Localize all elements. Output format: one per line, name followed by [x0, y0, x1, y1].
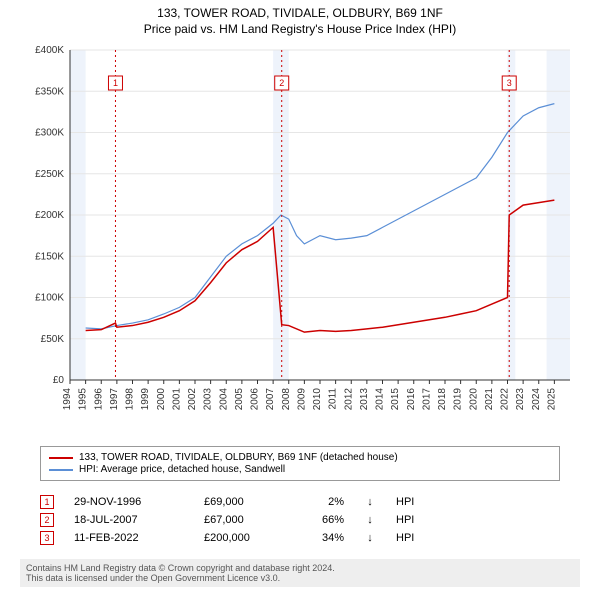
footer-attribution: Contains HM Land Registry data © Crown c… [20, 559, 580, 587]
svg-text:2013: 2013 [359, 388, 370, 411]
transactions-table: 1 29-NOV-1996 £69,000 2% ↓ HPI 2 18-JUL-2007 £67… [40, 491, 560, 549]
svg-text:2011: 2011 [328, 388, 339, 410]
legend: 133, TOWER ROAD, TIVIDALE, OLDBURY, B69 … [40, 446, 560, 481]
down-arrow-icon: ↓ [364, 496, 376, 508]
down-arrow-icon: ↓ [364, 532, 376, 544]
svg-text:£100K: £100K [35, 293, 64, 304]
svg-text:1995: 1995 [78, 388, 89, 411]
chart-title: 133, TOWER ROAD, TIVIDALE, OLDBURY, B69 … [157, 6, 443, 20]
transaction-price: £67,000 [204, 514, 284, 526]
svg-text:2012: 2012 [343, 388, 354, 411]
svg-text:£0: £0 [53, 375, 65, 386]
svg-text:3: 3 [507, 78, 512, 88]
chart-subtitle: Price paid vs. HM Land Registry's House … [144, 22, 456, 36]
svg-text:2015: 2015 [390, 388, 401, 411]
svg-text:2020: 2020 [468, 388, 479, 411]
transaction-date: 11-FEB-2022 [74, 532, 184, 544]
legend-item: 133, TOWER ROAD, TIVIDALE, OLDBURY, B69 … [49, 452, 551, 463]
transaction-row: 2 18-JUL-2007 £67,000 66% ↓ HPI [40, 513, 560, 527]
transaction-row: 1 29-NOV-1996 £69,000 2% ↓ HPI [40, 495, 560, 509]
svg-text:2022: 2022 [500, 388, 511, 411]
svg-text:2002: 2002 [187, 388, 198, 411]
svg-text:£200K: £200K [35, 210, 64, 221]
svg-text:£400K: £400K [35, 45, 64, 56]
svg-text:1: 1 [113, 78, 118, 88]
svg-text:2018: 2018 [437, 388, 448, 411]
svg-text:2014: 2014 [375, 388, 386, 411]
legend-item: HPI: Average price, detached house, Sand… [49, 464, 551, 475]
transaction-pct: 2% [304, 496, 344, 508]
transaction-date: 29-NOV-1996 [74, 496, 184, 508]
chart-area: £0 £50K £100K £150K £200K £250K £300K £350K £400… [20, 40, 580, 440]
svg-text:2005: 2005 [234, 388, 245, 411]
chart-svg: £0 £50K £100K £150K £200K £250K £300K £350K £400… [20, 40, 580, 440]
transaction-price: £200,000 [204, 532, 284, 544]
transaction-date: 18-JUL-2007 [74, 514, 184, 526]
legend-label: 133, TOWER ROAD, TIVIDALE, OLDBURY, B69 … [79, 452, 398, 463]
svg-text:1999: 1999 [140, 388, 151, 411]
transaction-hpi-label: HPI [396, 532, 436, 544]
svg-text:2007: 2007 [265, 388, 276, 411]
svg-text:£300K: £300K [35, 128, 64, 139]
svg-text:2023: 2023 [515, 388, 526, 411]
svg-text:2000: 2000 [156, 388, 167, 411]
transaction-hpi-label: HPI [396, 496, 436, 508]
legend-swatch [49, 457, 73, 459]
svg-text:2016: 2016 [406, 388, 417, 411]
svg-text:1997: 1997 [109, 388, 120, 411]
legend-label: HPI: Average price, detached house, Sand… [79, 464, 285, 475]
svg-text:2004: 2004 [218, 388, 229, 411]
down-arrow-icon: ↓ [364, 514, 376, 526]
transaction-pct: 66% [304, 514, 344, 526]
svg-text:£350K: £350K [35, 86, 64, 97]
svg-text:2025: 2025 [546, 388, 557, 411]
transaction-pct: 34% [304, 532, 344, 544]
svg-text:2006: 2006 [250, 388, 261, 411]
transaction-row: 3 11-FEB-2022 £200,000 34% ↓ HPI [40, 531, 560, 545]
transaction-hpi-label: HPI [396, 514, 436, 526]
transaction-price: £69,000 [204, 496, 284, 508]
svg-text:2021: 2021 [484, 388, 495, 411]
legend-swatch [49, 469, 73, 471]
svg-text:£50K: £50K [41, 334, 65, 345]
transaction-marker: 1 [40, 495, 54, 509]
transaction-marker: 2 [40, 513, 54, 527]
svg-text:2003: 2003 [203, 388, 214, 411]
footer-line2: This data is licensed under the Open Gov… [26, 573, 574, 583]
svg-text:2010: 2010 [312, 388, 323, 411]
footer-line1: Contains HM Land Registry data © Crown c… [26, 563, 574, 573]
svg-text:2: 2 [279, 78, 284, 88]
svg-text:1996: 1996 [93, 388, 104, 411]
svg-text:2009: 2009 [296, 388, 307, 411]
svg-text:2017: 2017 [421, 388, 432, 411]
svg-text:2024: 2024 [531, 388, 542, 411]
svg-text:£150K: £150K [35, 251, 64, 262]
transaction-marker: 3 [40, 531, 54, 545]
svg-text:2008: 2008 [281, 388, 292, 411]
svg-text:2001: 2001 [171, 388, 182, 411]
svg-text:1998: 1998 [125, 388, 136, 411]
svg-text:2019: 2019 [453, 388, 464, 411]
svg-text:1994: 1994 [62, 388, 73, 411]
svg-text:£250K: £250K [35, 169, 64, 180]
